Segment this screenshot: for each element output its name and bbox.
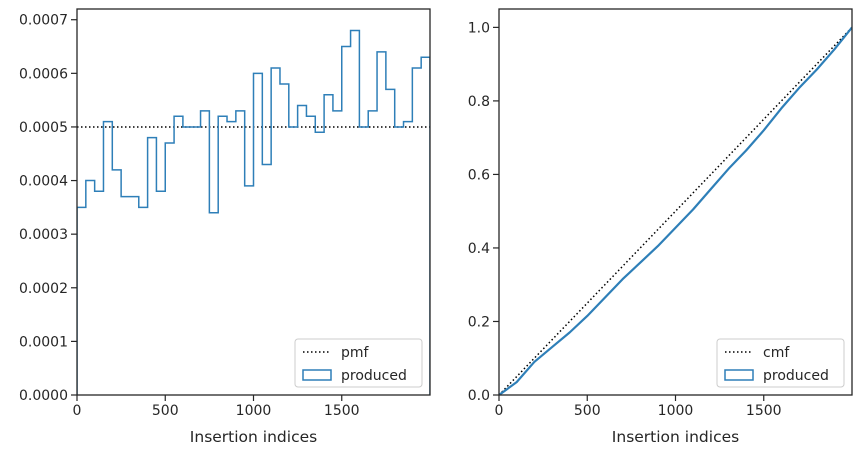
y-tick-label: 0.0003 bbox=[19, 227, 68, 243]
legend: pmf produced bbox=[294, 338, 423, 388]
legend: cmf produced bbox=[716, 338, 845, 388]
legend-label-produced: produced bbox=[341, 368, 407, 384]
legend-label-produced: produced bbox=[763, 368, 829, 384]
plot-area bbox=[499, 26, 852, 395]
x-tick-label: 0 bbox=[73, 403, 82, 419]
legend-label-cmf: cmf bbox=[763, 345, 790, 361]
legend-box bbox=[716, 338, 845, 388]
y-tick-label: 0.0007 bbox=[19, 13, 68, 29]
produced-series bbox=[77, 29, 430, 395]
legend-swatch-produced bbox=[302, 369, 332, 381]
y-tick-label: 0.0004 bbox=[19, 174, 68, 190]
y-tick-label: 0.0000 bbox=[19, 388, 68, 404]
y-tick-label: 0.4 bbox=[468, 241, 490, 257]
x-tick-label: 0 bbox=[495, 403, 504, 419]
y-tick-label: 0.0005 bbox=[19, 120, 68, 136]
x-tick-label: 1500 bbox=[746, 403, 782, 419]
y-tick-label: 0.6 bbox=[468, 167, 490, 183]
y-tick-label: 0.0 bbox=[468, 388, 490, 404]
legend-label-pmf: pmf bbox=[341, 345, 370, 361]
plot-area bbox=[77, 29, 430, 395]
x-tick-label: 1500 bbox=[324, 403, 360, 419]
x-tick-label: 1000 bbox=[658, 403, 694, 419]
cmf-series bbox=[499, 26, 852, 395]
x-tick-label: 500 bbox=[152, 403, 179, 419]
y-tick-label: 0.2 bbox=[468, 314, 490, 330]
cmf-line-chart: 0 500 1000 1500 0.0 0.2 0.4 0.6 0.8 1.0 Insertion … bbox=[468, 8, 853, 446]
y-tick-label: 0.8 bbox=[468, 94, 490, 110]
y-tick-label: 1.0 bbox=[468, 20, 490, 36]
y-tick-label: 0.0002 bbox=[19, 281, 68, 297]
x-tick-label: 500 bbox=[574, 403, 601, 419]
x-axis-label: Insertion indices bbox=[612, 428, 739, 446]
legend-box bbox=[294, 338, 423, 388]
x-axis-label: Insertion indices bbox=[190, 428, 317, 446]
pmf-histogram-chart: 0 500 1000 1500 0.0000 0.0001 0.0002 0.0003 0.00… bbox=[19, 8, 431, 446]
produced-series bbox=[499, 26, 852, 395]
x-tick-label: 1000 bbox=[236, 403, 272, 419]
y-tick-label: 0.0006 bbox=[19, 66, 68, 82]
y-tick-label: 0.0001 bbox=[19, 334, 68, 350]
legend-swatch-produced bbox=[724, 369, 754, 381]
